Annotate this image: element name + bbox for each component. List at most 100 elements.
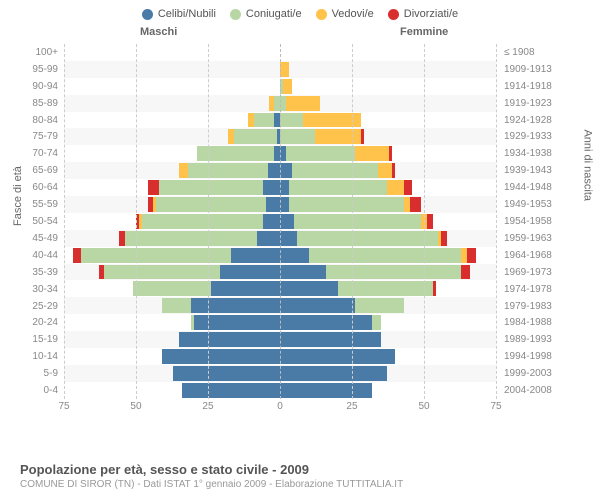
bar-segment [361,129,364,144]
bar-segment [289,180,387,195]
tick-x: 50 [418,401,429,412]
tick-birth: 1999-2003 [504,365,580,382]
bar-female [280,349,395,364]
header-female: Femmine [400,26,448,38]
bar-female [280,281,436,296]
bar-female [280,332,381,347]
bar-segment [280,315,372,330]
bar-segment [283,79,292,94]
bar-female [280,180,412,195]
bar-male [148,180,280,195]
bar-segment [280,366,387,381]
tick-birth: 2004-2008 [504,382,580,399]
tick-age: 45-49 [20,230,58,247]
tick-birth: 1949-1953 [504,196,580,213]
bar-segment [326,265,461,280]
legend-label: Vedovi/e [332,8,374,20]
bar-female [280,265,470,280]
bar-segment [392,163,395,178]
footer: Popolazione per età, sesso e stato civil… [20,462,580,490]
bar-segment [179,163,188,178]
bar-segment [182,383,280,398]
bar-segment [280,129,315,144]
bar-segment [289,197,404,212]
tick-birth: 1909-1913 [504,61,580,78]
tick-age: 50-54 [20,213,58,230]
bar-male [182,383,280,398]
tick-age: 75-79 [20,129,58,146]
tick-birth: 1964-1968 [504,247,580,264]
tick-age: 20-24 [20,314,58,331]
footer-title: Popolazione per età, sesso e stato civil… [20,462,580,477]
tick-birth: 1934-1938 [504,145,580,162]
bar-segment [194,315,280,330]
bar-segment [286,146,355,161]
bar-male [191,315,280,330]
gridline [424,44,425,399]
bar-female [280,231,447,246]
bar-segment [280,349,395,364]
bar-segment [294,214,421,229]
gridline [208,44,209,399]
bar-segment [389,146,392,161]
legend-item: Divorziati/e [388,8,458,20]
bar-segment [467,248,476,263]
bar-female [280,248,476,263]
bar-female [280,163,395,178]
bar-segment [142,214,263,229]
bar-female [280,366,387,381]
bar-segment [280,332,381,347]
bar-segment [433,281,436,296]
legend-label: Celibi/Nubili [158,8,216,20]
bar-female [280,315,381,330]
bar-segment [280,214,294,229]
tick-age: 90-94 [20,78,58,95]
tick-age: 15-19 [20,331,58,348]
bar-segment [280,180,289,195]
bar-female [280,96,320,111]
tick-x: 50 [130,401,141,412]
bar-segment [292,163,378,178]
bar-segment [179,332,280,347]
tick-age: 60-64 [20,179,58,196]
gender-headers: Maschi Femmine [20,26,580,42]
legend-item: Celibi/Nubili [142,8,216,20]
bar-male [179,332,280,347]
tick-birth: 1979-1983 [504,298,580,315]
tick-x: 75 [490,401,501,412]
tick-x: 75 [58,401,69,412]
bar-male [148,197,280,212]
legend-item: Coniugati/e [230,8,302,20]
bar-female [280,383,372,398]
bar-segment [211,281,280,296]
axis-right: ≤ 19081909-19131914-19181919-19231924-19… [500,44,580,399]
bar-male [119,231,280,246]
tick-birth: 1924-1928 [504,112,580,129]
tick-birth: 1919-1923 [504,95,580,112]
bar-male [73,248,280,263]
legend-swatch [388,9,399,20]
gridline [136,44,137,399]
tick-birth: 1984-1988 [504,314,580,331]
tick-birth: 1954-1958 [504,213,580,230]
bar-female [280,79,292,94]
bar-male [269,96,281,111]
tick-age: 55-59 [20,196,58,213]
tick-age: 100+ [20,44,58,61]
bar-segment [188,163,269,178]
bar-segment [280,113,303,128]
legend-item: Vedovi/e [316,8,374,20]
tick-age: 40-44 [20,247,58,264]
chart: Maschi Femmine Fasce di età Anni di nasc… [20,26,580,421]
bar-segment [133,281,211,296]
bar-segment [280,197,289,212]
bar-segment [309,248,462,263]
tick-age: 10-14 [20,348,58,365]
bar-segment [315,129,361,144]
tick-x: 0 [277,401,283,412]
tick-birth: 1959-1963 [504,230,580,247]
tick-x: 25 [202,401,213,412]
bar-segment [280,248,309,263]
tick-birth: 1994-1998 [504,348,580,365]
bar-segment [387,180,404,195]
